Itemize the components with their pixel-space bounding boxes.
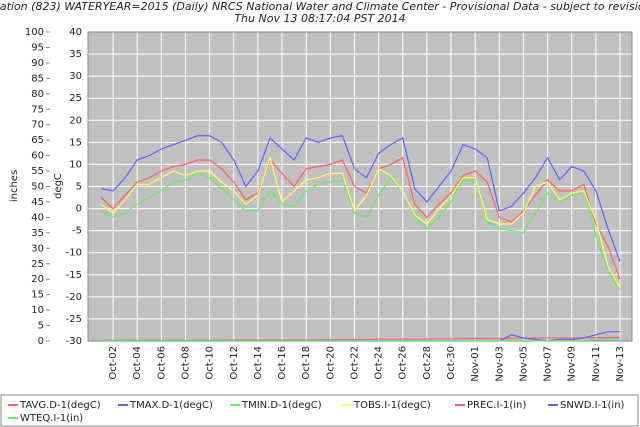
- y2-tick-label: 55: [31, 166, 44, 177]
- x-tick-label: Oct-06: [156, 346, 167, 380]
- x-tick-label: Oct-28: [422, 346, 433, 380]
- x-tick-label: Nov-11: [591, 346, 602, 382]
- y2-tick-label: 5: [38, 321, 44, 332]
- y-tick-label: 10: [69, 159, 82, 170]
- y2-tick-label: 60: [31, 151, 44, 162]
- y2-tick-label: 25: [31, 259, 44, 270]
- y-tick-label: 25: [69, 93, 82, 104]
- series-line: [101, 338, 621, 342]
- y-tick-label: 40: [69, 27, 82, 38]
- chart-title: Station (823) WATERYEAR=2015 (Daily) NRC…: [0, 0, 640, 13]
- legend-box: [0, 394, 639, 427]
- x-tick-label: Nov-05: [518, 346, 529, 382]
- x-tick-label: Oct-30: [446, 346, 457, 380]
- y2-tick-label: 85: [31, 73, 44, 84]
- x-tick-label: Oct-10: [205, 346, 216, 380]
- x-tick-label: Oct-16: [277, 346, 288, 380]
- legend-label: TMIN.D-1(degC): [241, 400, 322, 411]
- legend-label: TAVG.D-1(degC): [19, 400, 101, 411]
- y-tick-label: -5: [72, 226, 82, 237]
- legend-label: WTEQ.I-1(in): [20, 413, 83, 424]
- y2-tick-label: 35: [31, 228, 44, 239]
- y-tick-label: 15: [69, 137, 82, 148]
- series-line: [100, 156, 621, 280]
- y-tick-label: 30: [69, 71, 82, 82]
- x-tick-label: Oct-12: [229, 346, 240, 380]
- y2-tick-label: 70: [31, 120, 44, 131]
- x-tick-label: Oct-14: [253, 346, 264, 380]
- series-line: [100, 155, 621, 289]
- x-tick-label: Oct-22: [349, 346, 360, 380]
- legend-label: TOBS.I-1(degC): [353, 400, 431, 411]
- x-tick-label: Oct-02: [108, 346, 119, 380]
- chart-subtitle: Thu Nov 13 08:17:04 PST 2014: [234, 12, 405, 25]
- y-tick-label: 20: [69, 115, 82, 126]
- y-tick-label: 0: [76, 204, 82, 215]
- legend-label: SNWD.I-1(in): [560, 400, 625, 411]
- x-tick-label: Oct-18: [301, 346, 312, 380]
- y2-tick-label: 15: [31, 290, 44, 301]
- x-tick-label: Nov-03: [494, 346, 505, 382]
- x-tick-label: Oct-04: [132, 346, 143, 380]
- y2-tick-label: 50: [31, 182, 44, 193]
- y-axis-label: degC: [53, 173, 64, 199]
- y2-tick-label: 40: [31, 212, 44, 223]
- x-tick-label: Oct-08: [180, 346, 191, 380]
- y-tick-label: -10: [66, 248, 82, 259]
- y-tick-label: 35: [69, 49, 82, 60]
- y2-tick-label: 90: [31, 58, 44, 69]
- legend-label: TMAX.D-1(degC): [129, 400, 213, 411]
- x-tick-label: Oct-20: [325, 346, 336, 380]
- x-tick-label: Nov-07: [543, 346, 554, 382]
- y2-tick-label: 30: [31, 243, 44, 254]
- x-tick-label: Oct-24: [374, 346, 385, 380]
- y-tick-label: 5: [76, 182, 82, 193]
- y2-tick-label: 65: [31, 135, 44, 146]
- legend-label: PREC.I-1(in): [467, 400, 526, 411]
- y2-tick-label: 100: [25, 27, 44, 38]
- x-tick-label: Nov-13: [615, 346, 626, 382]
- y2-axis-label: inches: [9, 170, 20, 202]
- y2-tick-label: 10: [31, 305, 44, 316]
- x-tick-label: Nov-01: [470, 346, 481, 382]
- series-line: [100, 135, 621, 262]
- series-line: [100, 172, 621, 291]
- y-tick-label: -15: [66, 270, 82, 281]
- y-tick-label: -30: [66, 336, 82, 347]
- y2-tick-label: 0: [38, 336, 44, 347]
- y2-tick-label: 95: [31, 42, 44, 53]
- y-tick-label: -25: [66, 314, 82, 325]
- x-tick-label: Nov-09: [567, 346, 578, 382]
- y2-tick-label: 45: [31, 197, 44, 208]
- y2-tick-label: 80: [31, 89, 44, 100]
- y-tick-label: -20: [66, 292, 82, 303]
- y2-tick-label: 75: [31, 104, 44, 115]
- y2-tick-label: 20: [31, 274, 44, 285]
- x-tick-label: Oct-26: [398, 346, 409, 380]
